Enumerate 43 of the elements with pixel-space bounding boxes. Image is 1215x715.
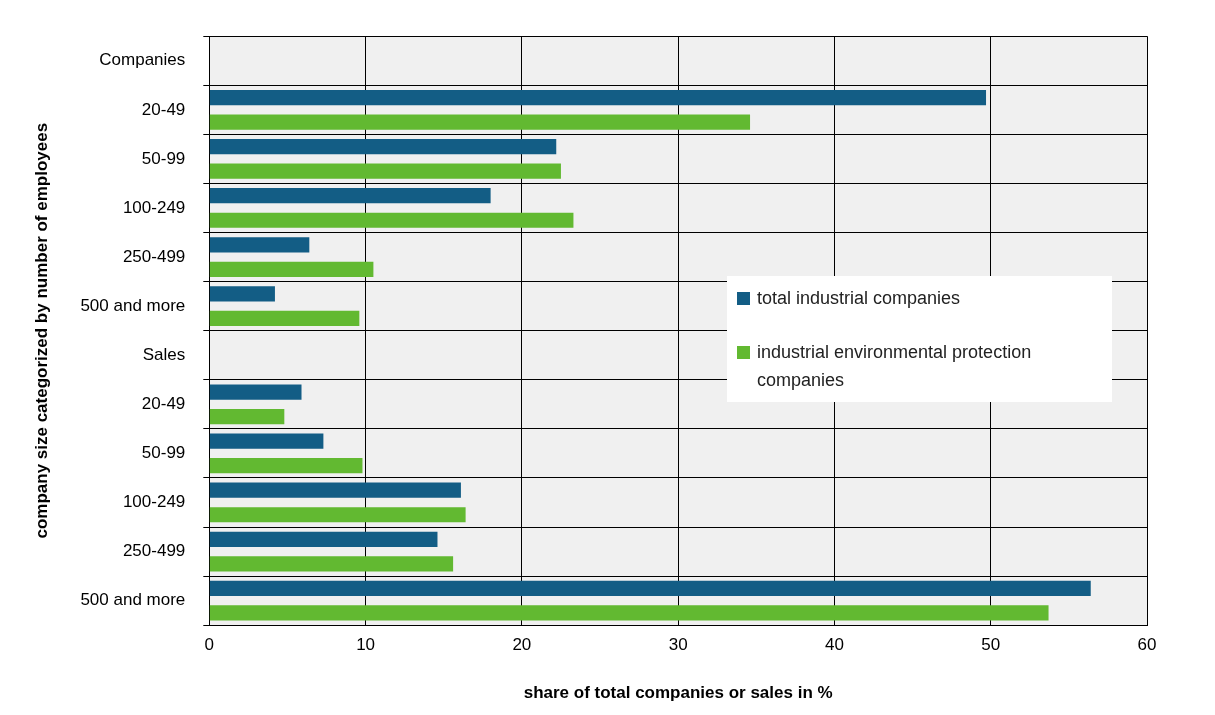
bar [209, 433, 324, 449]
bar [209, 458, 363, 474]
y-tick-label: 250-499 [122, 246, 186, 266]
bar [209, 188, 491, 204]
bar [209, 605, 1049, 621]
x-tick-label: 50 [981, 635, 1001, 655]
y-tick-label: 500 and more [80, 295, 186, 315]
y-tick-label: 100-249 [122, 197, 186, 217]
y-tick-label: 100-249 [122, 492, 186, 512]
y-tick-label: 50-99 [141, 443, 186, 463]
y-tick-label: 20-49 [141, 99, 186, 119]
bar [209, 286, 275, 302]
y-tick-label: 20-49 [141, 394, 186, 414]
bar [209, 261, 374, 277]
bar [209, 114, 751, 130]
bar [209, 507, 466, 523]
y-tick-label: Sales [142, 344, 186, 364]
bar [209, 384, 302, 400]
bar [209, 531, 438, 547]
y-tick-label: Companies [99, 50, 186, 70]
x-axis-title: share of total companies or sales in % [523, 683, 833, 703]
x-tick-label: 30 [668, 635, 688, 655]
bar [209, 139, 557, 155]
bar [209, 163, 561, 179]
x-tick-label: 0 [204, 635, 215, 655]
bar [209, 310, 360, 327]
x-tick-label: 20 [512, 635, 532, 655]
bar [209, 482, 461, 498]
bar [209, 237, 310, 253]
x-tick-label: 40 [824, 635, 844, 655]
legend-label: industrial environmental protection companies [757, 340, 1033, 392]
bar [209, 212, 574, 228]
y-tick-label: 50-99 [141, 148, 186, 168]
bar [209, 89, 987, 106]
x-tick-label: 10 [356, 635, 376, 655]
y-axis-title: company size categorized by number of employees [31, 122, 51, 539]
legend-label: total industrial companies [757, 286, 961, 310]
y-tick-label: 250-499 [122, 541, 186, 561]
bar [209, 580, 1091, 596]
bar [209, 408, 285, 425]
y-tick-label: 500 and more [80, 590, 186, 610]
bar [209, 556, 454, 572]
x-tick-label: 60 [1137, 635, 1157, 655]
